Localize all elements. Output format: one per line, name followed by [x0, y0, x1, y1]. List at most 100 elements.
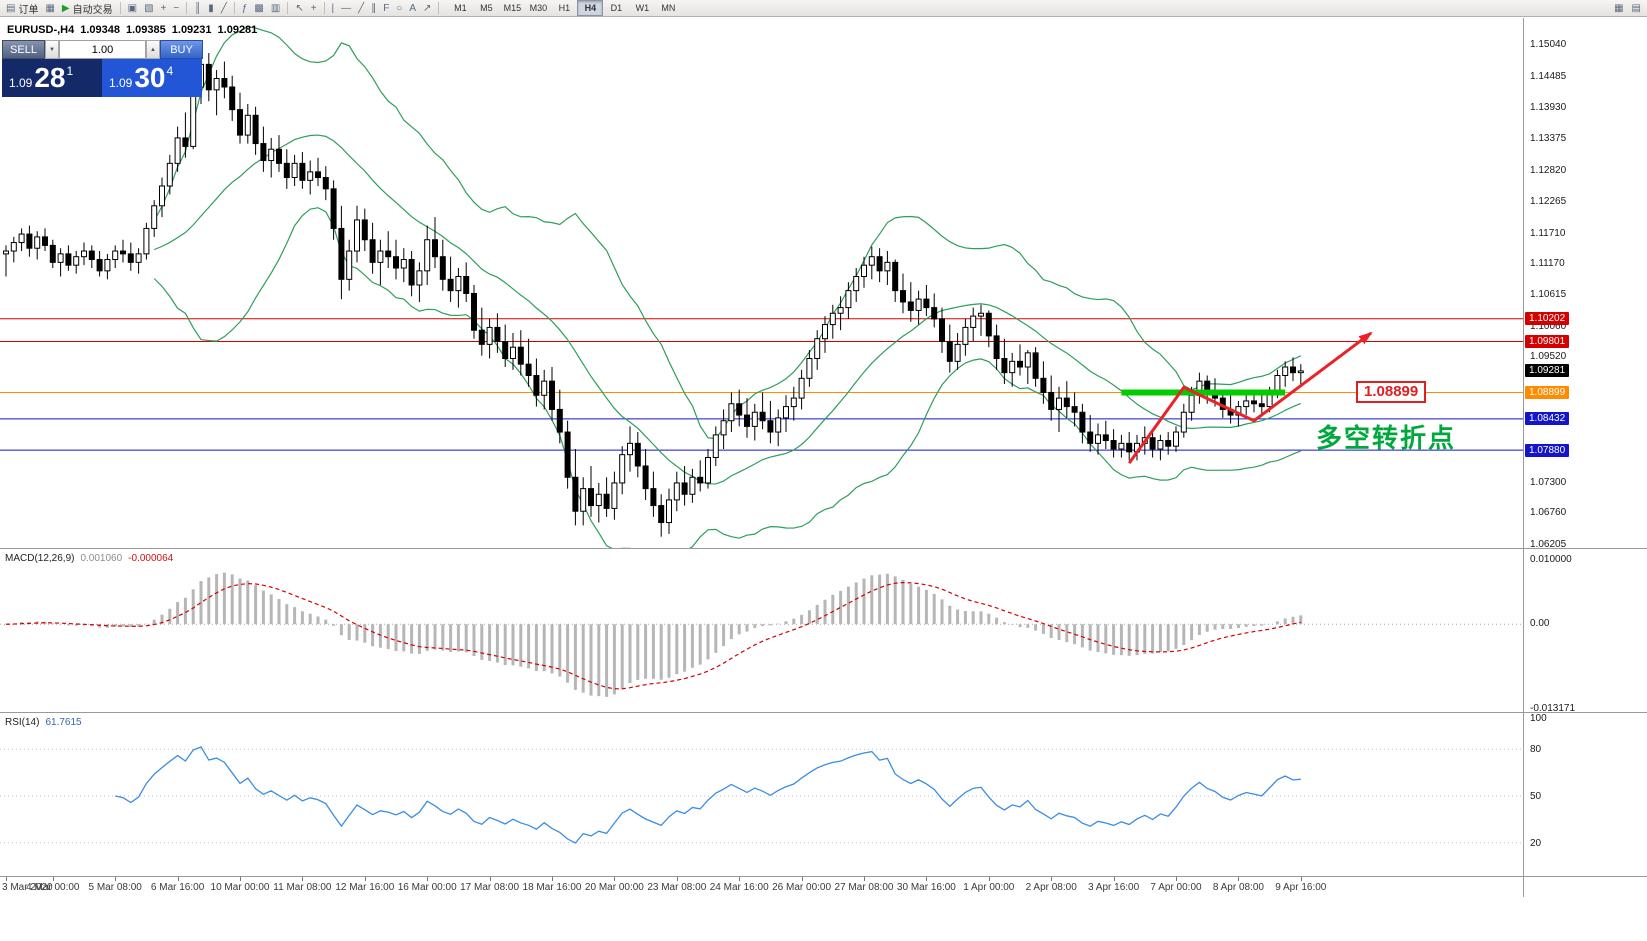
ellipse-button[interactable]: ○ [393, 1, 405, 16]
timeframe-d1-button[interactable]: D1 [610, 3, 623, 13]
candle-body [18, 233, 25, 244]
candle-body [447, 278, 454, 292]
fibonacci-button[interactable]: F [380, 1, 392, 16]
vertical-line-button[interactable]: | [329, 1, 338, 16]
toolbar-separator [287, 2, 289, 14]
time-tick [1300, 877, 1302, 881]
candle-body [73, 256, 80, 266]
price-tick-label: 1.07300 [1530, 476, 1567, 488]
zoom-in-button[interactable]: + [158, 1, 170, 16]
candle-body [892, 261, 899, 292]
horizontal-line-button[interactable]: — [338, 1, 354, 16]
turning-point-note[interactable]: 多空转折点 [1316, 423, 1457, 453]
candle-body [463, 275, 470, 294]
price-level-badge[interactable]: 1.08899 [1356, 381, 1427, 403]
candle-body [1079, 411, 1086, 433]
candle-body [1165, 440, 1172, 447]
time-label: 5 Mar 08:00 [88, 882, 142, 893]
candle-body [315, 171, 321, 179]
candle-body [1149, 437, 1156, 450]
indicators-button[interactable]: ƒ [239, 1, 251, 16]
candle-body [931, 307, 938, 320]
tile-windows-button[interactable]: ▣ [125, 1, 140, 16]
price-tick-label: 1.13930 [1530, 101, 1567, 113]
panel-separator[interactable] [0, 548, 1647, 549]
timeframe-mn-button[interactable]: MN [661, 3, 676, 13]
candle-body [1087, 431, 1094, 444]
current-price-tag: 1.09281 [1525, 364, 1570, 378]
trendline-button[interactable]: ╱ [355, 1, 367, 16]
support-zone-bar[interactable] [1121, 389, 1286, 396]
cursor-button[interactable]: ↖ [292, 1, 306, 16]
time-tick [1238, 877, 1240, 881]
chart-profiles-button[interactable]: ▤ [1629, 1, 1644, 16]
lot-decrease-button[interactable]: ▼ [45, 40, 59, 59]
sell-button[interactable]: SELL [2, 40, 45, 59]
lot-increase-button[interactable]: ▲ [146, 40, 160, 59]
bar-chart-button[interactable]: ║ [191, 1, 204, 16]
buy-button[interactable]: BUY [160, 40, 203, 59]
zoom-out-button[interactable]: − [170, 1, 182, 16]
rsi-panel[interactable] [0, 714, 1523, 876]
time-label: 3 Mar 2020 [2, 882, 53, 893]
candle-body [276, 148, 282, 164]
cascade-windows-button[interactable]: ▧ [141, 1, 156, 16]
bar-chart-icon: ║ [194, 2, 202, 14]
line-chart-button[interactable]: ╱ [218, 1, 230, 16]
time-label: 30 Mar 16:00 [896, 882, 956, 893]
candle-body [564, 431, 571, 478]
bollinger-line [153, 134, 1302, 485]
sell-price-panel[interactable]: 1.09 28 1 [2, 59, 102, 97]
arrows-button[interactable]: ↗ [420, 1, 434, 16]
candle-body [1188, 394, 1195, 413]
candlestick-chart-button[interactable]: ▮ [205, 1, 217, 16]
crosshair-button[interactable]: + [308, 1, 320, 16]
toolbar-separator [438, 2, 440, 14]
trend-arrow[interactable] [1127, 331, 1373, 465]
new-chart-window-button[interactable]: ▦ [1611, 1, 1626, 16]
new-order-button[interactable]: ▤ 订单 [3, 1, 41, 16]
candle-body [533, 374, 540, 396]
timeframe-m30-button[interactable]: M30 [529, 3, 548, 13]
timeframe-m5-button[interactable]: M5 [480, 3, 493, 13]
new-chart-window-icon: ▦ [1614, 2, 1624, 14]
candle-body [369, 239, 376, 263]
candle-body [213, 78, 220, 91]
time-label: 18 Mar 16:00 [522, 882, 582, 893]
macd-panel[interactable] [0, 550, 1523, 712]
time-label: 1 Apr 00:00 [963, 882, 1015, 893]
time-axis[interactable]: 3 Mar 2020 4 Mar 00:00 5 Mar 08:00 6 Mar 16… [0, 877, 1523, 897]
candle-body [205, 63, 212, 91]
candle-body [580, 488, 587, 512]
rsi-scale-label: 80 [1530, 744, 1542, 756]
candle-body [283, 162, 290, 179]
candle-body [993, 335, 1000, 360]
grid-button[interactable]: ▩ [251, 1, 266, 16]
lot-size-input[interactable] [60, 41, 145, 58]
price-axis[interactable]: 1.15040 1.14485 1.13930 1.13375 1.12820 1.122… [1524, 18, 1647, 897]
rsi-scale-label: 50 [1530, 791, 1542, 802]
charts-menu-button[interactable]: ▦ [42, 1, 57, 16]
time-tick [1113, 877, 1115, 881]
timeframe-m15-button[interactable]: M15 [503, 3, 522, 13]
templates-button[interactable]: ▥ [268, 1, 283, 16]
templates-icon: ▥ [270, 2, 281, 14]
rsi-name: RSI(14) [5, 717, 40, 728]
level-price-tag: 1.10202 [1525, 312, 1570, 326]
main-chart[interactable] [0, 18, 1523, 548]
fibonacci-icon: F [383, 2, 390, 14]
timeframe-w1-button[interactable]: W1 [635, 3, 650, 13]
timeframe-h4-button[interactable]: H4 [577, 0, 604, 16]
text-button[interactable]: A [406, 1, 419, 16]
candle-body [151, 205, 158, 229]
equidistant-channel-button[interactable]: ∥ [368, 1, 379, 16]
timeframe-m1-button[interactable]: M1 [454, 3, 467, 13]
candle-body [1173, 431, 1179, 447]
autotrading-button[interactable]: ▶ 自动交易 [59, 1, 116, 16]
candle-body [673, 482, 680, 501]
panel-separator[interactable] [0, 712, 1647, 713]
time-tick [177, 877, 179, 881]
buy-price-panel[interactable]: 1.09 30 4 [102, 59, 202, 97]
timeframe-h1-button[interactable]: H1 [558, 3, 571, 13]
equidistant-channel-icon: ∥ [371, 2, 377, 14]
